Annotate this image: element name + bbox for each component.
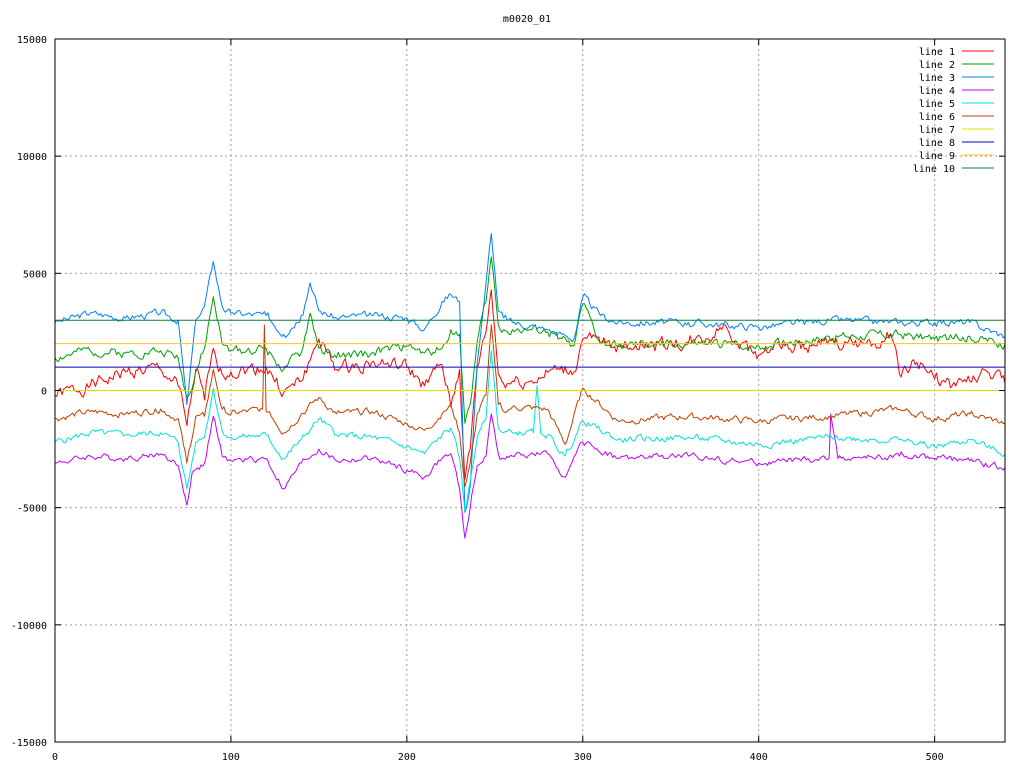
legend: line 1 line 2 line 3 line 4 line 5 line 6 line… (913, 47, 994, 175)
legend-label: line 6 (919, 112, 955, 123)
series-group (54, 233, 1006, 539)
legend-label: line 1 (919, 47, 955, 58)
legend-label: line 8 (919, 138, 955, 149)
series-line-5 (54, 350, 1006, 511)
axis-ticks: 0 100 200 300 400 500 -15000 -10000 -5000 0 5000 10… (11, 35, 1005, 763)
series-line-2 (54, 256, 1006, 424)
y-tick-label: 0 (41, 387, 47, 398)
chart-title: m0020_01 (503, 14, 551, 25)
legend-label: line 2 (919, 60, 955, 71)
legend-label: line 4 (919, 86, 955, 97)
y-tick-label: 10000 (17, 152, 47, 163)
series-line-3 (54, 233, 1006, 513)
series-line-4 (54, 413, 1006, 539)
legend-label: line 7 (919, 125, 955, 136)
series-line-6 (55, 324, 1006, 488)
y-tick-label: -5000 (17, 504, 47, 515)
legend-label: line 3 (919, 73, 955, 84)
x-tick-label: 200 (398, 752, 416, 763)
y-tick-label: -10000 (11, 621, 47, 632)
x-tick-label: 400 (750, 752, 768, 763)
y-tick-label: 5000 (23, 269, 47, 280)
legend-label: line 5 (919, 99, 955, 110)
y-tick-label: -15000 (11, 738, 47, 749)
legend-label: line 9 (919, 151, 955, 162)
x-tick-label: 0 (52, 752, 58, 763)
x-tick-label: 100 (222, 752, 240, 763)
y-tick-label: 15000 (17, 35, 47, 46)
x-tick-label: 500 (926, 752, 944, 763)
legend-label: line 10 (913, 164, 955, 175)
x-tick-label: 300 (574, 752, 592, 763)
